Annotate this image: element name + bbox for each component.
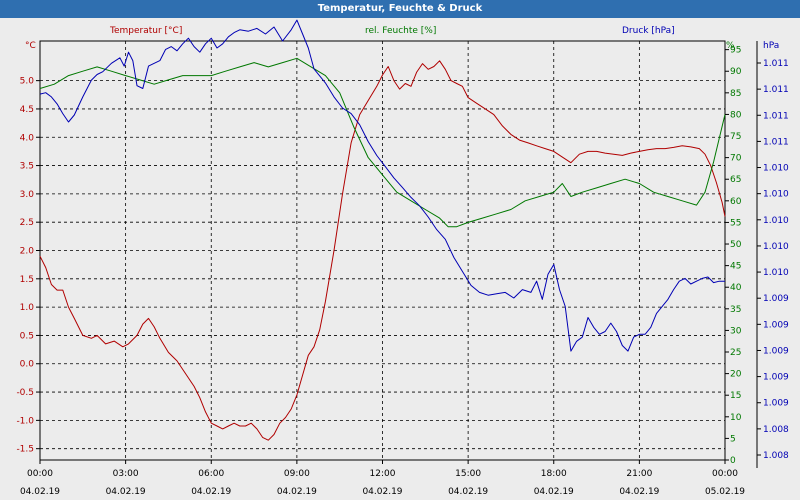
x-tick-label-time: 21:00	[626, 469, 652, 479]
legend-humidity: rel. Feuchte [%]	[365, 26, 436, 36]
left-tick-label: 2.0	[20, 247, 35, 257]
right-tick-label: 1.009	[763, 294, 789, 304]
x-tick-label-date: 05.02.19	[705, 487, 745, 497]
right-tick-label: 1.011	[763, 85, 789, 95]
mid-tick-label: 95	[730, 46, 741, 56]
legend-temperature: Temperatur [°C]	[109, 26, 182, 36]
left-tick-label: -1.5	[16, 445, 34, 455]
left-tick-label: 5.0	[20, 77, 35, 87]
right-tick-label: 1.011	[763, 111, 789, 121]
mid-tick-label: 10	[730, 413, 742, 423]
mid-tick-label: 55	[730, 218, 741, 228]
x-tick-label-time: 12:00	[370, 469, 396, 479]
x-tick-label-time: 03:00	[113, 469, 139, 479]
mid-tick-label: 40	[730, 283, 742, 293]
x-tick-label-time: 00:00	[712, 469, 738, 479]
right-tick-label: 1.009	[763, 320, 789, 330]
x-tick-label-date: 04.02.19	[534, 487, 574, 497]
x-tick-label-date: 04.02.19	[191, 487, 231, 497]
grid-lines	[40, 41, 725, 460]
mid-tick-label: 15	[730, 391, 741, 401]
x-tick-label-date: 04.02.19	[619, 487, 659, 497]
x-tick-label-date: 04.02.19	[20, 487, 60, 497]
left-tick-label: 0.5	[20, 331, 34, 341]
right-tick-label: 1.010	[763, 268, 789, 278]
left-axis-unit: °C	[25, 41, 36, 51]
humidity-line	[39, 57, 726, 228]
right-tick-label: 1.010	[763, 216, 789, 226]
window-title: Temperatur, Feuchte & Druck	[0, 0, 800, 18]
temperature-line	[39, 60, 726, 441]
chart-plot: 00:00 04.02.19 03:00 04.02.19 06:00 04.02.19 0…	[16, 19, 789, 497]
left-tick-label: 4.0	[20, 133, 35, 143]
left-tick-label: -0.5	[16, 388, 34, 398]
series-layer	[39, 19, 726, 441]
mid-tick-label: 70	[730, 154, 742, 164]
right-tick-label: 1.010	[763, 242, 789, 252]
right-tick-label: 1.010	[763, 164, 789, 174]
left-tick-label: 3.5	[20, 162, 34, 172]
mid-tick-label: 65	[730, 175, 741, 185]
right-tick-label: 1.008	[763, 425, 789, 435]
legend-pressure: Druck [hPa]	[622, 26, 675, 36]
left-tick-label: 2.5	[20, 218, 34, 228]
x-tick-label-date: 04.02.19	[277, 487, 317, 497]
left-tick-label: 4.5	[20, 105, 34, 115]
x-tick-label-time: 09:00	[284, 469, 310, 479]
left-tick-label: 1.5	[20, 275, 34, 285]
left-tick-label: -1.0	[16, 416, 34, 426]
axes-layer: 00:00 04.02.19 03:00 04.02.19 06:00 04.02.19 0…	[16, 41, 789, 497]
right-tick-label: 1.008	[763, 451, 789, 461]
mid-tick-label: 30	[730, 326, 742, 336]
mid-axis-unit: %	[726, 41, 735, 51]
right-tick-label: 1.011	[763, 59, 789, 69]
mid-tick-label: 90	[730, 67, 742, 77]
right-tick-label: 1.011	[763, 137, 789, 147]
mid-tick-label: 85	[730, 89, 741, 99]
left-tick-label: 0.0	[20, 360, 35, 370]
mid-tick-label: 80	[730, 110, 742, 120]
right-tick-label: 1.010	[763, 190, 789, 200]
mid-tick-label: 60	[730, 197, 742, 207]
x-tick-label-date: 04.02.19	[448, 487, 488, 497]
x-tick-label-date: 04.02.19	[106, 487, 146, 497]
mid-tick-label: 25	[730, 348, 741, 358]
x-tick-label-time: 00:00	[27, 469, 53, 479]
right-tick-label: 1.009	[763, 373, 789, 383]
mid-tick-label: 5	[730, 434, 736, 444]
mid-tick-label: 45	[730, 262, 741, 272]
x-tick-label-time: 06:00	[198, 469, 224, 479]
right-tick-label: 1.009	[763, 346, 789, 356]
mid-tick-label: 20	[730, 370, 742, 380]
right-axis-unit: hPa	[763, 41, 779, 51]
left-tick-label: 1.0	[20, 303, 35, 313]
pressure-line	[39, 19, 725, 352]
x-tick-label-date: 04.02.19	[362, 487, 402, 497]
mid-tick-label: 0	[730, 456, 736, 466]
mid-tick-label: 50	[730, 240, 742, 250]
x-tick-label-time: 15:00	[455, 469, 481, 479]
mid-tick-label: 35	[730, 305, 741, 315]
x-tick-label-time: 18:00	[541, 469, 567, 479]
mid-tick-label: 75	[730, 132, 741, 142]
left-tick-label: 3.0	[20, 190, 35, 200]
right-tick-label: 1.009	[763, 399, 789, 409]
